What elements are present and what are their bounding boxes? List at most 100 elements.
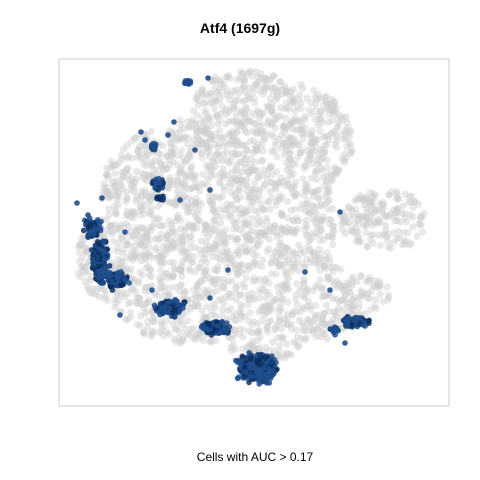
background-cell-point <box>104 174 112 182</box>
background-cell-point <box>193 111 201 119</box>
background-cell-point <box>314 195 323 203</box>
background-cell-point <box>179 237 187 245</box>
background-cell-point <box>260 166 268 174</box>
background-cell-point <box>304 197 312 205</box>
background-cell-point <box>314 215 322 223</box>
background-cell-point <box>252 145 260 153</box>
background-cell-point <box>119 288 127 296</box>
background-cell-point <box>205 152 214 160</box>
background-cell-point <box>141 175 149 183</box>
background-cell-point <box>261 277 269 285</box>
highlighted-cell-point <box>155 194 161 201</box>
background-cell-point <box>323 320 331 328</box>
highlighted-cell-point <box>264 359 270 366</box>
background-cell-point <box>409 203 417 211</box>
background-cell-point <box>241 127 249 135</box>
background-cell-point <box>168 229 176 237</box>
background-cell-point <box>287 164 295 172</box>
background-cell-point <box>236 183 244 192</box>
background-cell-point <box>140 150 148 158</box>
background-cell-point <box>222 156 230 164</box>
background-cell-point <box>219 165 227 173</box>
background-cell-point <box>273 334 281 342</box>
background-cell-point <box>348 207 356 215</box>
background-cell-point <box>243 146 251 154</box>
background-cell-point <box>248 342 256 350</box>
background-cell-point <box>244 248 252 256</box>
background-cell-point <box>176 339 184 347</box>
background-cell-point <box>112 191 120 200</box>
background-cell-point <box>100 180 108 188</box>
background-cell-point <box>289 137 297 145</box>
background-cell-point <box>290 261 298 269</box>
background-cell-point <box>382 221 390 230</box>
background-cell-point <box>132 246 140 254</box>
background-cell-point <box>365 276 373 284</box>
background-cell-point <box>276 341 284 349</box>
background-cell-point <box>248 215 256 223</box>
background-cell-point <box>204 164 212 172</box>
background-cell-point <box>284 180 293 188</box>
background-cell-point <box>136 268 144 276</box>
background-cell-point <box>105 211 113 219</box>
background-cell-point <box>129 209 137 217</box>
background-cell-point <box>220 206 228 214</box>
background-cell-point <box>260 302 268 310</box>
background-cell-point <box>236 291 244 299</box>
background-cell-point <box>84 259 92 267</box>
background-cell-point <box>184 208 192 216</box>
background-cell-point <box>266 205 274 213</box>
background-cell-point <box>252 196 260 204</box>
background-cell-point <box>218 102 226 110</box>
background-cell-point <box>333 167 341 175</box>
background-cell-point <box>198 140 206 148</box>
background-cell-point <box>122 315 130 324</box>
background-cell-point <box>318 319 327 327</box>
background-cell-point <box>145 249 153 257</box>
background-cell-point <box>265 303 273 311</box>
background-cell-point <box>180 182 188 190</box>
background-cell-point <box>344 219 352 227</box>
highlighted-cell-point <box>248 355 254 362</box>
background-cell-point <box>103 170 111 178</box>
background-cell-point <box>275 261 283 270</box>
background-cell-point <box>264 198 272 206</box>
background-cell-point <box>285 274 293 282</box>
background-cell-point <box>184 220 193 228</box>
background-cell-point <box>228 140 236 149</box>
background-cell-point <box>134 146 142 154</box>
background-cell-point <box>186 203 194 212</box>
background-cell-point <box>272 270 280 278</box>
background-cell-point <box>193 282 201 290</box>
background-cell-point <box>188 222 196 230</box>
background-cell-point <box>338 116 346 125</box>
background-cell-point <box>313 224 321 232</box>
background-cell-point <box>330 308 338 316</box>
background-cell-point <box>146 209 154 218</box>
background-cell-point <box>232 176 240 184</box>
background-cell-point <box>270 227 278 235</box>
background-cell-point <box>281 123 289 131</box>
background-cell-point <box>311 188 319 196</box>
background-cell-point <box>296 149 304 157</box>
background-cell-point <box>167 152 175 160</box>
background-cell-point <box>122 264 130 272</box>
background-cell-point <box>251 99 259 107</box>
background-cell-point <box>142 264 150 272</box>
background-cell-point <box>287 98 295 106</box>
background-cell-point <box>216 256 224 264</box>
background-cell-point <box>315 193 323 201</box>
background-cell-point <box>254 328 262 336</box>
background-cell-point <box>207 89 215 97</box>
background-cell-point <box>184 194 192 202</box>
background-cell-point <box>164 274 172 282</box>
background-cell-point <box>188 258 196 266</box>
background-cell-point <box>281 89 290 97</box>
background-cell-point <box>301 226 309 234</box>
background-cell-point <box>115 227 124 235</box>
background-cell-point <box>144 262 152 270</box>
background-cell-point <box>278 193 286 201</box>
background-cell-point <box>241 163 249 171</box>
background-cell-point <box>341 283 350 292</box>
background-cell-point <box>383 283 391 291</box>
